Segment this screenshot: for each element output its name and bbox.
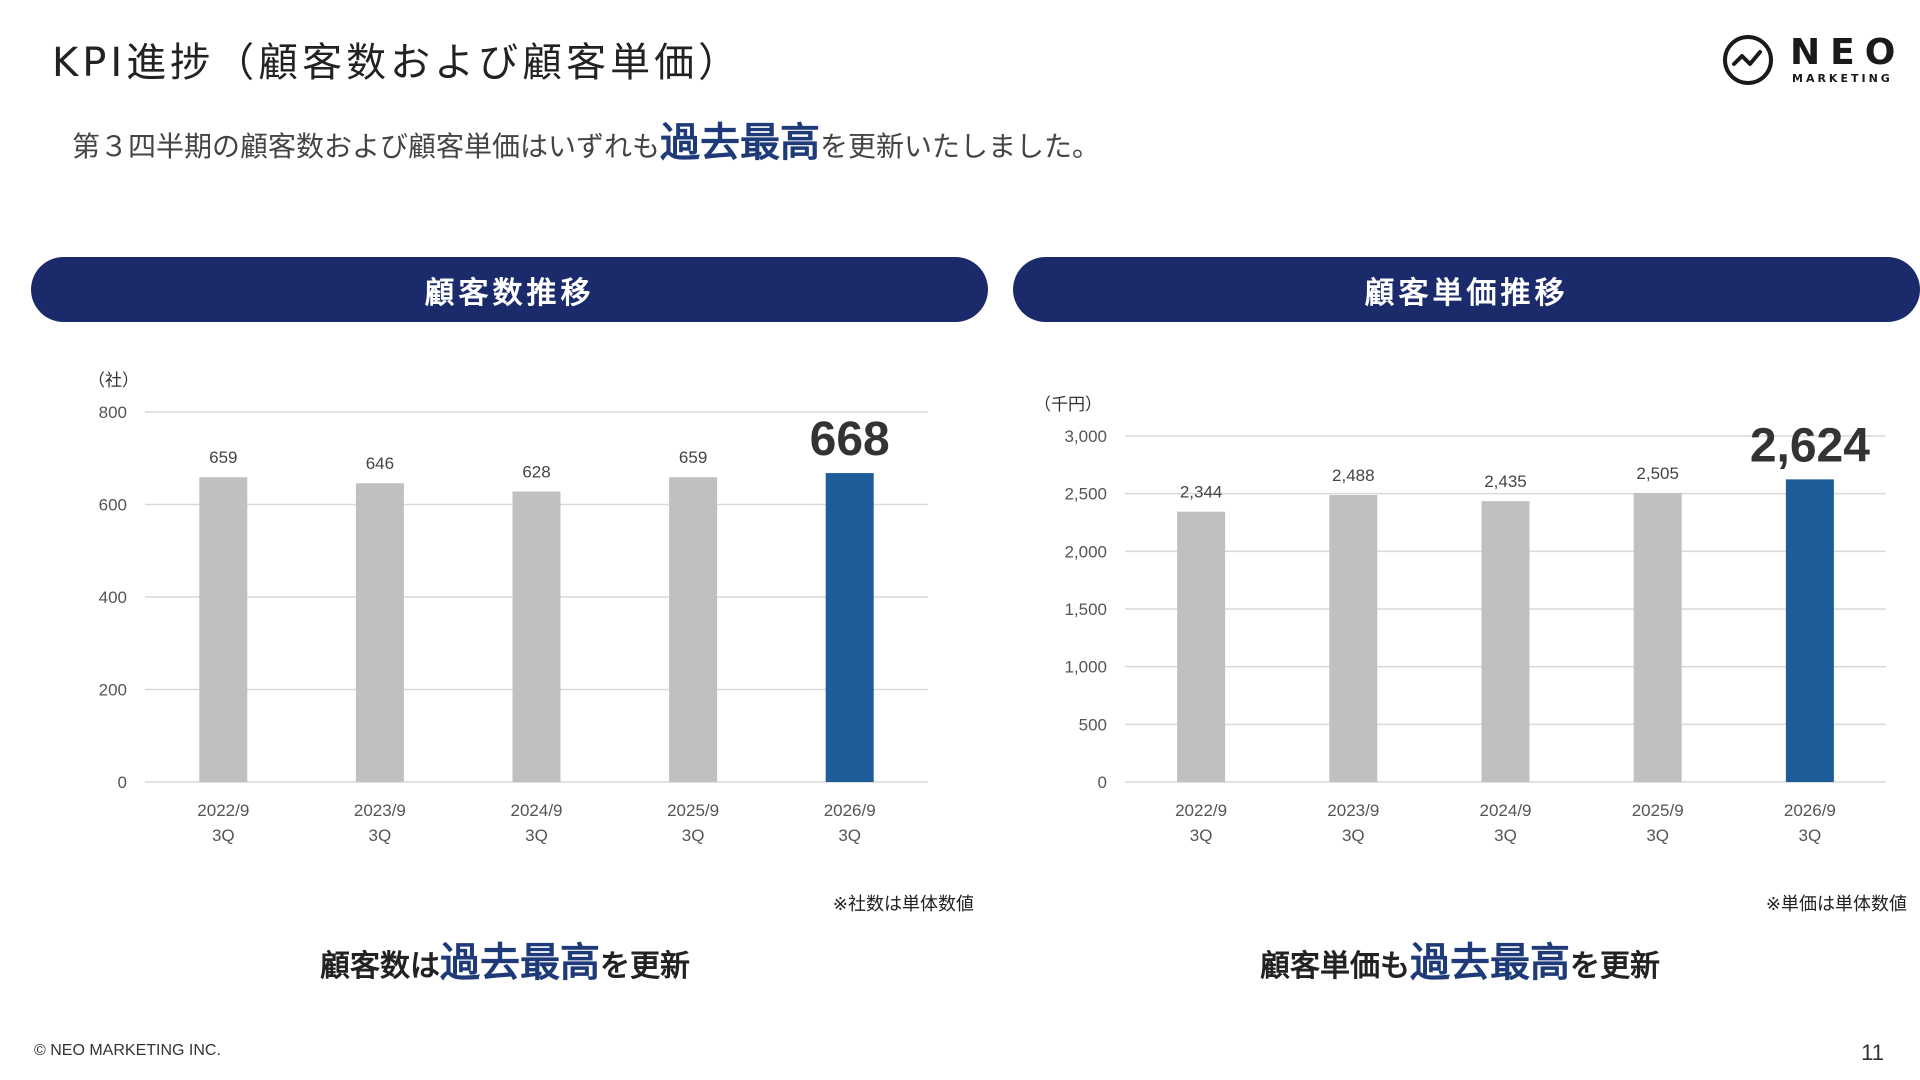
value-label: 2,435 bbox=[1484, 472, 1527, 491]
x-tick-label: 2025/9 bbox=[667, 801, 719, 820]
bar bbox=[199, 477, 248, 782]
y-tick-label: 2,000 bbox=[1064, 542, 1107, 561]
logo-wordmark: NEO bbox=[1790, 32, 1906, 73]
x-tick-label: 2026/9 bbox=[1784, 801, 1836, 820]
value-label: 659 bbox=[209, 448, 237, 467]
summary-text: 第３四半期の顧客数および顧客単価はいずれも過去最高を更新いたしました。 bbox=[72, 110, 1100, 168]
x-tick-label: 2024/9 bbox=[511, 801, 563, 820]
bar bbox=[1481, 501, 1530, 782]
conclusion-post: を更新 bbox=[1570, 949, 1660, 984]
page-number: 11 bbox=[1861, 1040, 1884, 1065]
y-tick-label: 1,000 bbox=[1064, 658, 1107, 677]
x-tick-sublabel: 3Q bbox=[1799, 826, 1822, 845]
conclusion-post: を更新 bbox=[600, 949, 690, 984]
highlight-value-label: 2,624 bbox=[1750, 419, 1870, 472]
y-tick-label: 600 bbox=[99, 496, 127, 515]
x-tick-sublabel: 3Q bbox=[682, 826, 705, 845]
y-tick-label: 0 bbox=[1098, 773, 1107, 792]
x-tick-label: 2024/9 bbox=[1480, 801, 1532, 820]
summary-highlight: 過去最高 bbox=[660, 120, 821, 166]
highlight-value-label: 668 bbox=[810, 413, 890, 466]
x-tick-sublabel: 3Q bbox=[1646, 826, 1669, 845]
value-label: 646 bbox=[366, 454, 394, 473]
x-tick-label: 2023/9 bbox=[354, 801, 406, 820]
customer-count-chart: （社） 0 200 400 600 800 659 2022/9 3Q 646 2023/9 3Q 62… bbox=[60, 350, 960, 854]
x-tick-label: 2026/9 bbox=[824, 801, 876, 820]
customer-count-chart-svg: （社） 0 200 400 600 800 659 2022/9 3Q 646 2023/9 3Q 62… bbox=[88, 371, 928, 845]
y-tick-label: 800 bbox=[99, 403, 127, 422]
conclusion-pre: 顧客数は bbox=[320, 949, 440, 984]
copyright: © NEO MARKETING INC. bbox=[34, 1042, 221, 1059]
x-tick-sublabel: 3Q bbox=[1342, 826, 1365, 845]
value-label: 628 bbox=[522, 463, 550, 482]
logo-subtext: MARKETING bbox=[1792, 72, 1893, 85]
customer-count-conclusion: 顧客数は過去最高を更新 bbox=[320, 930, 690, 988]
conclusion-highlight: 過去最高 bbox=[440, 940, 600, 986]
unit-price-note: ※単価は単体数値 bbox=[1765, 894, 1907, 915]
summary-post: を更新いたしました。 bbox=[820, 130, 1101, 163]
value-label: 2,344 bbox=[1180, 483, 1223, 502]
bar bbox=[512, 491, 561, 782]
value-label: 2,488 bbox=[1332, 466, 1375, 485]
y-tick-label: 1,500 bbox=[1064, 600, 1107, 619]
x-tick-sublabel: 3Q bbox=[525, 826, 548, 845]
unit-price-chart: （千円） 0 500 1,000 1,500 2,000 2,500 3,000 2,344 20… bbox=[1000, 350, 1900, 854]
y-tick-label: 0 bbox=[118, 773, 127, 792]
bar bbox=[1785, 479, 1834, 782]
y-tick-label: 200 bbox=[99, 681, 127, 700]
neo-marketing-logo: NEO MARKETING bbox=[1722, 30, 1902, 90]
x-tick-label: 2025/9 bbox=[1632, 801, 1684, 820]
conclusion-highlight: 過去最高 bbox=[1410, 940, 1570, 986]
x-tick-label: 2022/9 bbox=[1175, 801, 1227, 820]
x-tick-sublabel: 3Q bbox=[1494, 826, 1517, 845]
page-title: KPI進捗（顧客数および顧客単価） bbox=[52, 40, 743, 86]
customer-count-note: ※社数は単体数値 bbox=[832, 894, 974, 915]
unit-label: （千円） bbox=[1034, 395, 1102, 414]
bar bbox=[1177, 511, 1226, 782]
conclusion-pre: 顧客単価も bbox=[1260, 949, 1410, 984]
x-tick-label: 2022/9 bbox=[197, 801, 249, 820]
y-tick-label: 2,500 bbox=[1064, 485, 1107, 504]
x-tick-sublabel: 3Q bbox=[838, 826, 861, 845]
unit-price-header: 顧客単価推移 bbox=[1013, 257, 1920, 322]
pulse-icon bbox=[1723, 35, 1773, 85]
unit-price-conclusion: 顧客単価も過去最高を更新 bbox=[1260, 930, 1660, 988]
y-tick-label: 500 bbox=[1079, 715, 1107, 734]
value-label: 2,505 bbox=[1636, 464, 1679, 483]
bar bbox=[1329, 495, 1378, 782]
value-label: 659 bbox=[679, 448, 707, 467]
summary-pre: 第３四半期の顧客数および顧客単価はいずれも bbox=[72, 130, 661, 163]
y-tick-label: 400 bbox=[99, 588, 127, 607]
x-tick-label: 2023/9 bbox=[1327, 801, 1379, 820]
x-tick-sublabel: 3Q bbox=[212, 826, 235, 845]
bar bbox=[1633, 493, 1682, 782]
x-tick-sublabel: 3Q bbox=[1190, 826, 1213, 845]
bar bbox=[355, 483, 404, 782]
customer-count-header: 顧客数推移 bbox=[31, 257, 988, 322]
x-tick-sublabel: 3Q bbox=[369, 826, 392, 845]
y-tick-label: 3,000 bbox=[1064, 427, 1107, 446]
bar bbox=[669, 477, 718, 782]
unit-label: （社） bbox=[88, 371, 139, 390]
unit-price-chart-svg: （千円） 0 500 1,000 1,500 2,000 2,500 3,000 2,344 20… bbox=[1034, 395, 1886, 845]
bar bbox=[825, 473, 874, 782]
